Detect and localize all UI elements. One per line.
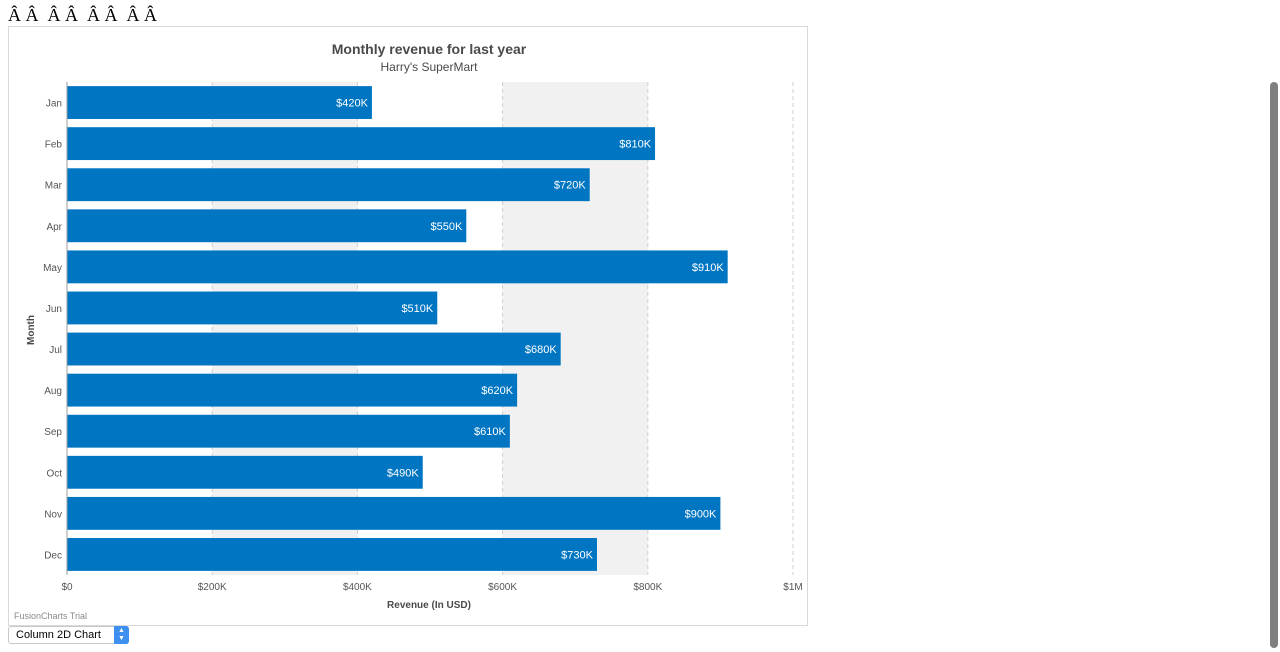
chart-type-select[interactable]: Column 2D Chart ▲ ▼ bbox=[8, 626, 129, 644]
bar-jan[interactable] bbox=[67, 86, 372, 119]
scrollbar-thumb[interactable] bbox=[1270, 82, 1278, 648]
bar-jun[interactable] bbox=[67, 291, 438, 325]
bar-nov[interactable] bbox=[67, 496, 721, 530]
category-label: May bbox=[43, 263, 62, 274]
category-label: Jan bbox=[46, 99, 62, 110]
bar-aug[interactable] bbox=[67, 373, 518, 407]
chart-container: $420K $810K $720K $550K $910K $510K $680K $620K… bbox=[8, 26, 808, 626]
bar-dec[interactable] bbox=[67, 538, 597, 571]
bar-mar[interactable] bbox=[67, 168, 590, 202]
bar-chart: $420K $810K $720K $550K $910K $510K $680K $620K… bbox=[26, 41, 803, 611]
bar-sep[interactable] bbox=[67, 414, 510, 448]
data-label: $420K bbox=[336, 98, 368, 110]
category-label: Nov bbox=[44, 509, 62, 520]
category-label: Mar bbox=[45, 181, 63, 192]
data-label: $680K bbox=[525, 344, 557, 356]
category-label: Jun bbox=[46, 304, 62, 315]
x-tick-label: $400K bbox=[343, 582, 372, 593]
chart-subtitle: Harry's SuperMart bbox=[381, 60, 479, 74]
bar-may[interactable] bbox=[67, 250, 728, 284]
data-label: $550K bbox=[430, 221, 462, 233]
x-tick-label: $1M bbox=[783, 582, 802, 593]
data-label: $620K bbox=[481, 385, 513, 397]
category-label: Aug bbox=[44, 386, 62, 397]
x-axis-title: Revenue (In USD) bbox=[387, 600, 471, 611]
chart-type-select-value: Column 2D Chart bbox=[16, 629, 101, 641]
data-label: $730K bbox=[561, 549, 593, 561]
chart-title: Monthly revenue for last year bbox=[332, 41, 527, 57]
bar-apr[interactable] bbox=[67, 209, 467, 243]
bar-feb[interactable] bbox=[67, 127, 656, 161]
data-label: $720K bbox=[554, 180, 586, 192]
data-label: $490K bbox=[387, 467, 419, 479]
data-label: $610K bbox=[474, 426, 506, 438]
category-label: Oct bbox=[46, 468, 62, 479]
data-label: $810K bbox=[619, 139, 651, 151]
background-band bbox=[502, 82, 648, 575]
watermark-text: FusionCharts Trial bbox=[14, 611, 88, 621]
data-label: $900K bbox=[685, 508, 717, 520]
bar-jul[interactable] bbox=[67, 332, 561, 366]
category-label: Feb bbox=[45, 140, 63, 151]
category-label: Sep bbox=[44, 427, 62, 438]
category-label: Apr bbox=[46, 222, 62, 233]
x-tick-label: $800K bbox=[633, 582, 662, 593]
x-tick-label: $200K bbox=[198, 582, 227, 593]
data-label: $510K bbox=[401, 303, 433, 315]
x-tick-label: $0 bbox=[61, 582, 73, 593]
category-label: Dec bbox=[44, 550, 62, 561]
y-axis-title: Month bbox=[26, 315, 37, 345]
garbled-header-text: Â Â Â Â Â Â Â Â bbox=[8, 5, 157, 25]
data-label: $910K bbox=[692, 262, 724, 274]
x-tick-label: $600K bbox=[488, 582, 517, 593]
select-arrows-icon: ▲ ▼ bbox=[114, 626, 129, 644]
page-scrollbar[interactable] bbox=[1266, 0, 1280, 652]
category-label: Jul bbox=[49, 345, 62, 356]
background-band bbox=[212, 82, 358, 575]
bar-oct[interactable] bbox=[67, 455, 423, 489]
